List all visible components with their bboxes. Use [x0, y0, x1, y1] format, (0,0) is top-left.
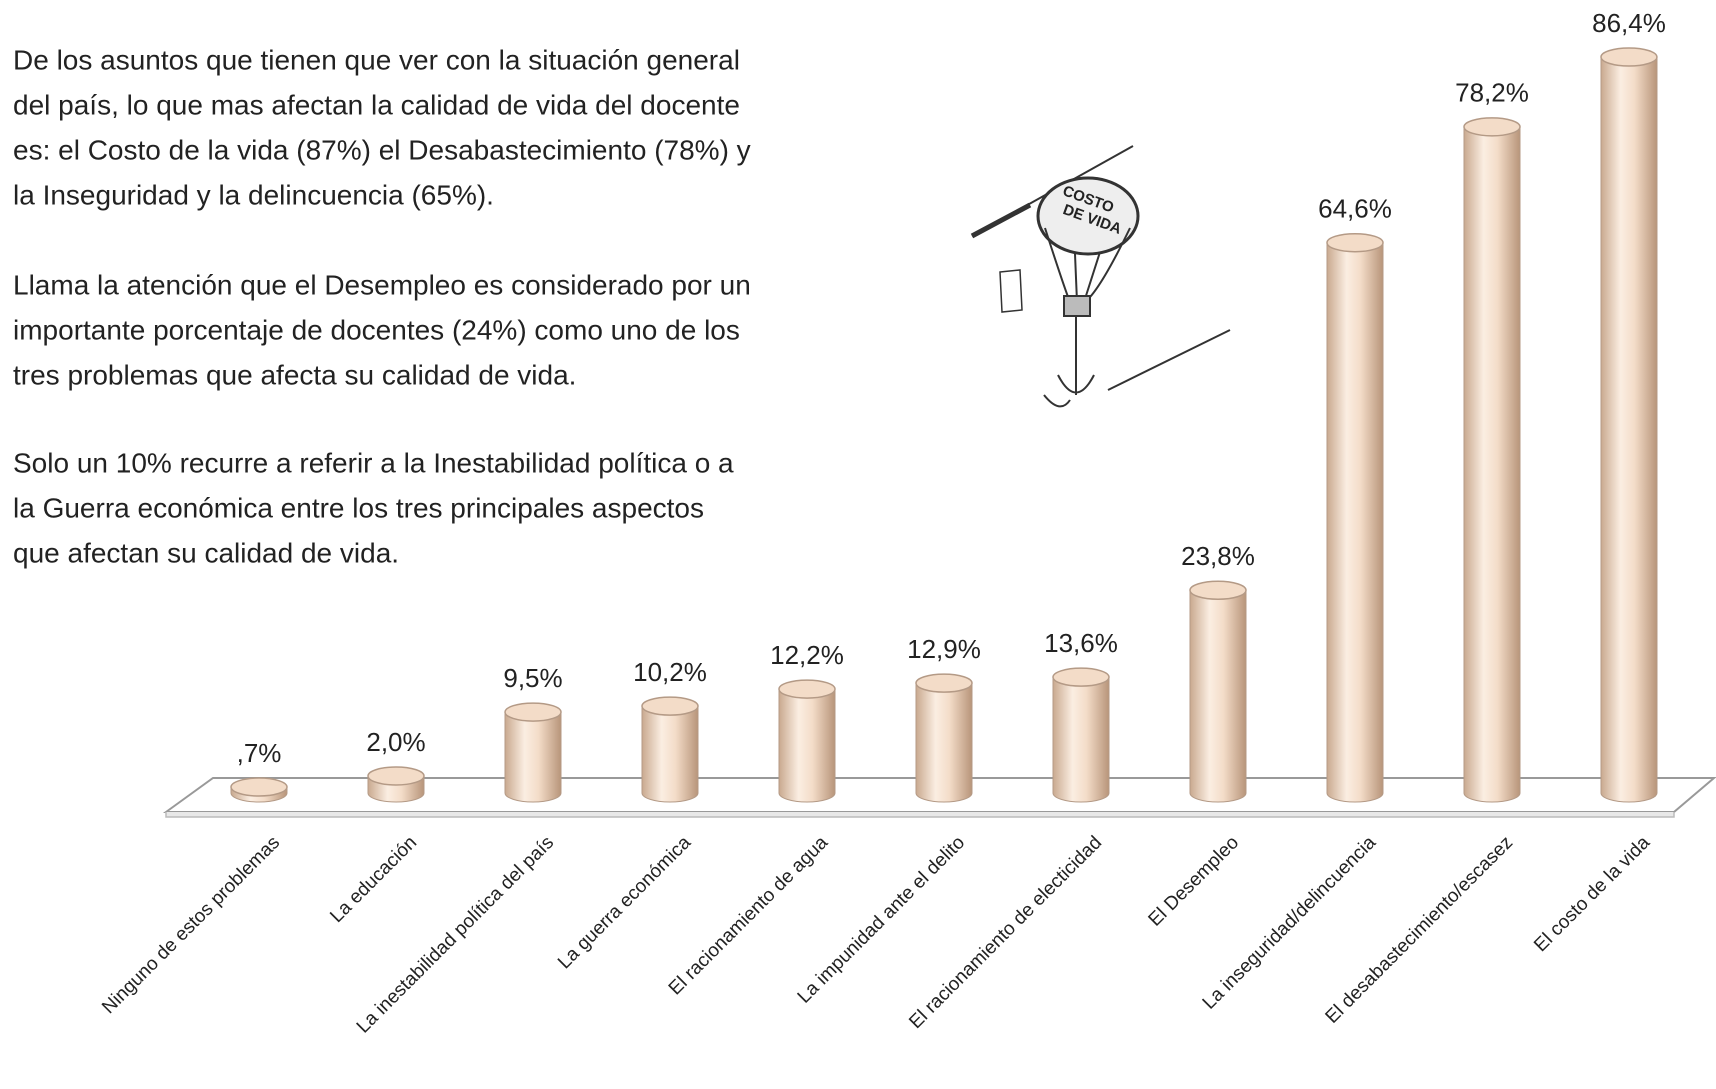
value-label: 78,2%: [1455, 78, 1529, 108]
bar-top: [504, 702, 562, 722]
x-tick-label: El costo de la vida: [1530, 832, 1654, 956]
bar-top: [1189, 580, 1247, 601]
value-label: 12,9%: [907, 634, 981, 664]
x-tick-label: La guerra económica: [554, 832, 695, 973]
value-label: 9,5%: [503, 663, 562, 693]
value-label: 12,2%: [770, 640, 844, 670]
paragraph-line: es: el Costo de la vida (87%) el Desabas…: [13, 134, 751, 165]
floor-edge: [165, 812, 1675, 818]
bar: [1052, 676, 1110, 803]
paragraph-line: Solo un 10% recurre a referir a la Inest…: [13, 447, 734, 478]
paragraph-line: Llama la atención que el Desempleo es co…: [13, 269, 751, 300]
bar-top: [915, 673, 973, 693]
bar: [504, 711, 562, 803]
value-label: 64,6%: [1318, 194, 1392, 224]
value-label: ,7%: [237, 738, 282, 768]
bar-top: [778, 679, 836, 699]
paragraph-line: que afectan su calidad de vida.: [13, 537, 399, 568]
x-tick-label: El racionamiento de agua: [665, 832, 833, 1000]
illustration: COSTO DE VIDA: [970, 145, 1231, 408]
bar-top: [1326, 232, 1384, 253]
value-label: 13,6%: [1044, 628, 1118, 658]
bar: [1326, 242, 1384, 803]
bar-top: [1600, 47, 1658, 67]
bar-top: [1463, 117, 1521, 137]
paragraph-line: del país, lo que mas afectan la calidad …: [13, 89, 740, 120]
value-label: 23,8%: [1181, 541, 1255, 571]
bar-top: [641, 696, 699, 716]
paragraph-line: la Inseguridad y la delincuencia (65%).: [13, 179, 494, 210]
bar-top: [367, 766, 425, 786]
paragraph-line: De los asuntos que tienen que ver con la…: [13, 44, 740, 75]
paragraph-line: importante porcentaje de docentes (24%) …: [13, 314, 740, 345]
bar: [1600, 56, 1658, 803]
bar-top: [1052, 667, 1110, 687]
x-tick-label: El Desempleo: [1145, 832, 1243, 930]
bar: [915, 682, 973, 803]
bar: [1463, 126, 1521, 803]
bar: [778, 688, 836, 803]
bar: [1189, 589, 1247, 803]
value-label: 10,2%: [633, 657, 707, 687]
x-tick-label: Ninguno de estos problemas: [98, 832, 284, 1018]
bar: [641, 705, 699, 803]
paragraph-line: la Guerra económica entre los tres princ…: [13, 492, 704, 523]
paragraph-line: tres problemas que afecta su calidad de …: [13, 359, 576, 390]
value-label: 2,0%: [366, 727, 425, 757]
x-tick-label: La educación: [326, 832, 421, 927]
value-label: 86,4%: [1592, 8, 1666, 38]
bar-top: [230, 777, 288, 797]
